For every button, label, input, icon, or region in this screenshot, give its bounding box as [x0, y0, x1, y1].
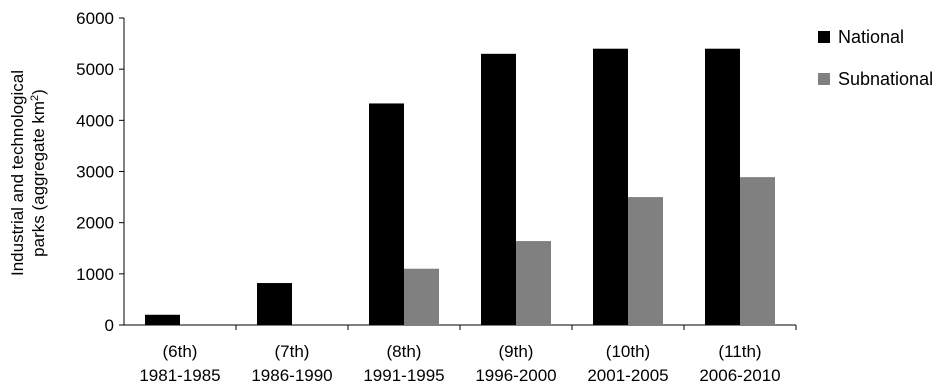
y-tick-label: 1000: [76, 265, 114, 284]
y-tick-label: 4000: [76, 111, 114, 130]
y-axis-title: Industrial and technological parks (aggr…: [8, 70, 48, 276]
bar-national-2006-2010: [705, 48, 740, 325]
bar-subnational-1991-1995: [404, 268, 439, 325]
x-tick-label-bottom: 1996-2000: [475, 366, 556, 385]
bar-national-1981-1985: [145, 314, 180, 325]
bar-national-2001-2005: [593, 48, 628, 325]
bar-national-1991-1995: [369, 103, 404, 325]
y-axis-title-line2: parks (aggregate km2): [29, 89, 48, 257]
bar-national-1986-1990: [257, 283, 292, 325]
y-tick-label: 2000: [76, 214, 114, 233]
legend-label: Subnational: [838, 68, 934, 89]
x-tick-label-top: (9th): [499, 342, 534, 361]
bar-subnational-1996-2000: [516, 241, 551, 325]
x-tick-label-bottom: 1991-1995: [363, 366, 444, 385]
bar-subnational-2001-2005: [628, 197, 663, 325]
legend-label: National: [838, 26, 905, 47]
bars: [145, 48, 775, 326]
x-tick-label-top: (8th): [387, 342, 422, 361]
legend: National Subnational: [818, 22, 933, 106]
y-tick-label: 5000: [76, 60, 114, 79]
bar-national-1996-2000: [481, 53, 516, 326]
x-tick-label-top: (11th): [718, 342, 761, 361]
bar-subnational-2006-2010: [740, 177, 775, 325]
y-axis-title-line1: Industrial and technological: [8, 70, 27, 276]
axes: [123, 18, 796, 326]
x-tick-label-bottom: 1981-1985: [139, 366, 220, 385]
x-tick-label-top: (10th): [606, 342, 650, 361]
legend-swatch: [818, 73, 830, 85]
y-tick-label: 0: [105, 316, 114, 335]
legend-item-subnational: Subnational: [818, 64, 933, 94]
legend-swatch: [818, 31, 830, 43]
x-tick-label-bottom: 1986-1990: [251, 366, 332, 385]
x-tick-label-bottom: 2006-2010: [699, 366, 780, 385]
y-tick-label: 6000: [76, 9, 114, 28]
x-tick-label-bottom: 2001-2005: [587, 366, 668, 385]
y-tick-labels: 0 1000 2000 3000 4000 5000 6000: [76, 9, 124, 335]
x-tick-label-top: (6th): [163, 342, 198, 361]
x-tick-label-top: (7th): [275, 342, 310, 361]
legend-item-national: National: [818, 22, 933, 52]
x-tick-labels: (6th) 1981-1985 (7th) 1986-1990 (8th) 1991-19…: [139, 325, 797, 385]
y-tick-label: 3000: [76, 163, 114, 182]
